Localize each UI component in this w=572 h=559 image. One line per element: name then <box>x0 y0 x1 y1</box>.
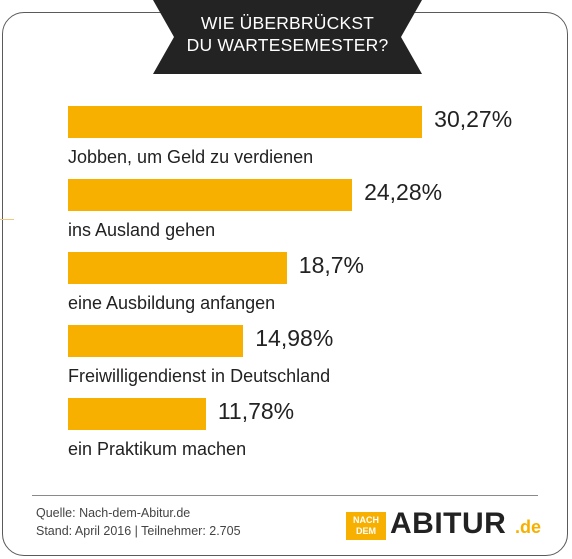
bar <box>68 325 244 357</box>
bar <box>68 106 423 138</box>
banner-shape <box>153 0 422 74</box>
value-label: 24,28% <box>364 179 443 205</box>
title-line-2: DU WARTESEMESTER? <box>186 35 389 55</box>
value-label: 30,27% <box>434 106 513 132</box>
logo-tld: .de <box>515 517 542 537</box>
stand-text: Stand: April 2016 | Teilnehmer: 2.705 <box>36 524 241 538</box>
category-label: eine Ausbildung anfangen <box>68 293 276 313</box>
logo-wordmark: ABITUR <box>390 507 507 540</box>
category-label: ins Ausland gehen <box>68 220 216 240</box>
title-line-1: WIE ÜBERBRÜCKST <box>200 13 375 33</box>
category-label: Freiwilligendienst in Deutschland <box>68 366 331 386</box>
title-banner: WIE ÜBERBRÜCKST DU WARTESEMESTER? <box>153 0 422 74</box>
value-label: 11,78% <box>217 398 295 424</box>
bar <box>68 252 287 284</box>
brand-logo: NACH DEM ABITUR .de <box>346 504 546 544</box>
logo-small-top: NACH <box>353 515 379 525</box>
category-label: ein Praktikum machen <box>68 439 247 459</box>
chart-card <box>2 12 568 556</box>
category-label: Jobben, um Geld zu verdienen <box>68 147 314 167</box>
source-text: Quelle: Nach-dem-Abitur.de <box>36 506 191 520</box>
bar <box>68 179 353 211</box>
logo-badge: NACH DEM <box>346 512 386 540</box>
logo-small-bottom: DEM <box>356 526 376 536</box>
bar <box>68 398 206 430</box>
value-label: 18,7% <box>298 252 364 278</box>
value-label: 14,98% <box>255 325 334 351</box>
edge-mark <box>0 219 14 220</box>
footer-divider <box>32 495 538 496</box>
chart-title: WIE ÜBERBRÜCKST DU WARTESEMESTER? <box>153 12 422 56</box>
